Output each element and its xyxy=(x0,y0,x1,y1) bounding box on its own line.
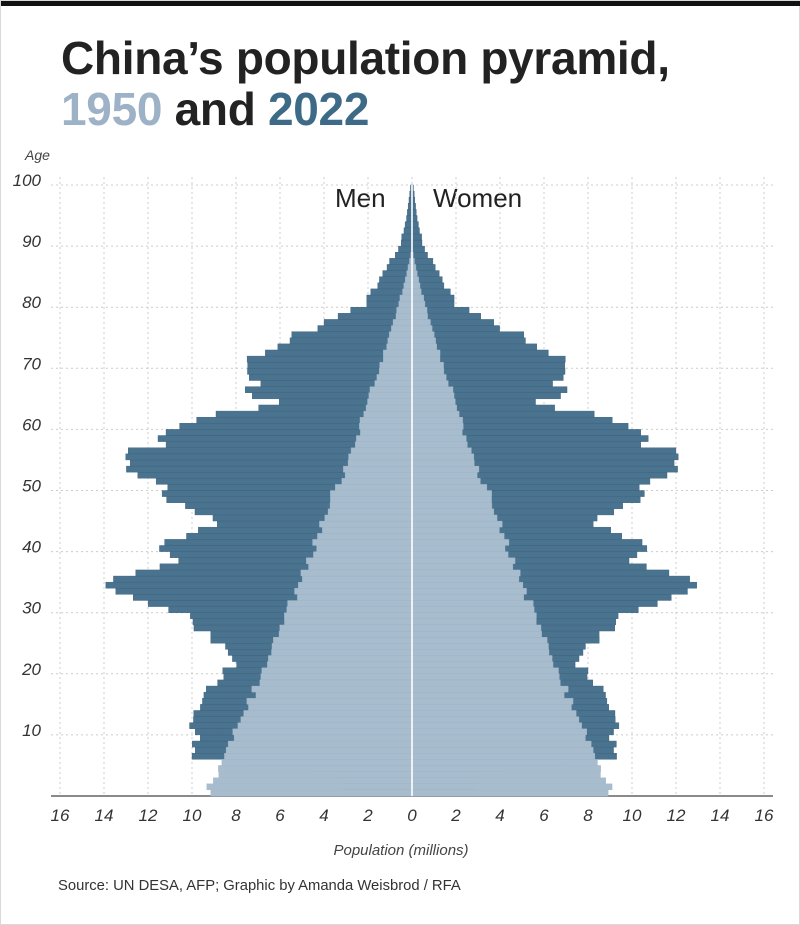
svg-text:16: 16 xyxy=(755,806,774,825)
svg-text:6: 6 xyxy=(275,806,285,825)
svg-text:10: 10 xyxy=(183,806,202,825)
svg-text:80: 80 xyxy=(22,293,41,312)
svg-text:12: 12 xyxy=(667,806,686,825)
svg-text:14: 14 xyxy=(95,806,114,825)
svg-text:20: 20 xyxy=(21,660,41,679)
svg-text:4: 4 xyxy=(495,806,504,825)
svg-text:60: 60 xyxy=(22,415,41,434)
svg-text:4: 4 xyxy=(319,806,328,825)
svg-text:2: 2 xyxy=(362,806,373,825)
svg-text:8: 8 xyxy=(231,806,241,825)
svg-text:70: 70 xyxy=(22,354,41,373)
svg-text:10: 10 xyxy=(623,806,642,825)
svg-text:14: 14 xyxy=(711,806,730,825)
svg-text:100: 100 xyxy=(13,171,42,190)
svg-text:10: 10 xyxy=(22,721,41,740)
svg-text:0: 0 xyxy=(407,806,417,825)
svg-text:40: 40 xyxy=(22,538,41,557)
svg-text:12: 12 xyxy=(139,806,158,825)
svg-text:16: 16 xyxy=(51,806,70,825)
svg-text:8: 8 xyxy=(583,806,593,825)
svg-text:30: 30 xyxy=(22,599,41,618)
svg-text:2: 2 xyxy=(450,806,461,825)
svg-text:6: 6 xyxy=(539,806,549,825)
svg-text:50: 50 xyxy=(22,477,41,496)
svg-text:90: 90 xyxy=(22,232,41,251)
